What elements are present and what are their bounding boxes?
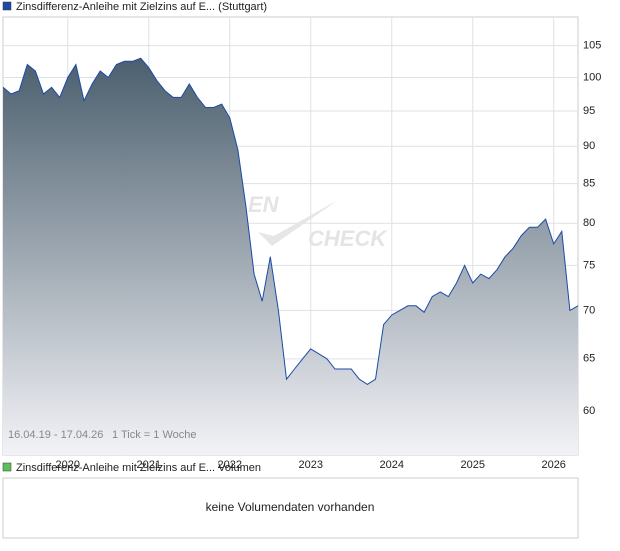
watermark-check bbox=[258, 200, 338, 246]
y-tick-label: 65 bbox=[583, 353, 595, 365]
y-tick-label: 85 bbox=[583, 178, 595, 190]
x-tick-label: 2026 bbox=[541, 459, 565, 471]
x-tick-label: 2020 bbox=[56, 459, 80, 471]
y-tick-label: 105 bbox=[583, 40, 601, 52]
legend-label: Zinsdifferenz-Anleihe mit Zielzins auf E… bbox=[16, 462, 261, 474]
x-tick-label: 2022 bbox=[218, 459, 242, 471]
y-tick-label: 70 bbox=[583, 304, 595, 316]
watermark: CHECK bbox=[308, 226, 388, 251]
tick-note: 1 Tick = 1 Woche bbox=[112, 429, 196, 441]
y-tick-label: 100 bbox=[583, 71, 601, 83]
x-tick-label: 2025 bbox=[460, 459, 484, 471]
date-range: 16.04.19 - 17.04.26 bbox=[8, 429, 103, 441]
y-tick-label: 80 bbox=[583, 217, 595, 229]
volume-message: keine Volumendaten vorhanden bbox=[206, 500, 375, 514]
watermark: EN bbox=[248, 192, 280, 217]
y-tick-label: 90 bbox=[583, 140, 595, 152]
x-tick-label: 2024 bbox=[379, 459, 403, 471]
legend-swatch bbox=[2, 1, 12, 11]
volume-frame bbox=[2, 477, 579, 539]
price-line bbox=[2, 57, 579, 385]
legend-label: Zinsdifferenz-Anleihe mit Zielzins auf E… bbox=[16, 1, 267, 13]
y-tick-label: 75 bbox=[583, 259, 595, 271]
x-tick-label: 2021 bbox=[137, 459, 161, 471]
y-tick-label: 60 bbox=[583, 405, 595, 417]
x-tick-label: 2023 bbox=[299, 459, 323, 471]
y-tick-label: 95 bbox=[583, 105, 595, 117]
area-fill bbox=[3, 58, 578, 455]
legend-swatch bbox=[2, 462, 12, 472]
